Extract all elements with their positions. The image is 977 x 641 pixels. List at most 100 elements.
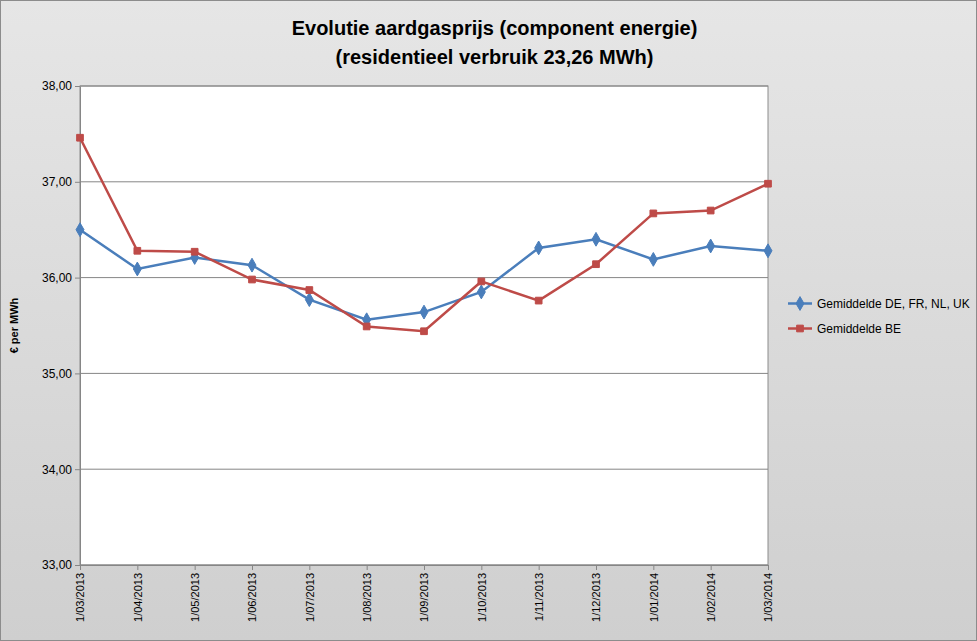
legend: Gemiddelde DE, FR, NL, UK Gemiddelde BE [788, 297, 970, 336]
plot: 33,0034,0035,0036,0037,0038,001/03/20131… [42, 79, 774, 622]
tick: 1/02/2014 [705, 565, 717, 622]
legend-marker [796, 297, 804, 311]
point [77, 134, 84, 141]
tick: 36,00 [42, 271, 80, 285]
tick-mark [75, 182, 80, 183]
point [134, 247, 141, 254]
tick-label: 1/03/2014 [762, 573, 774, 622]
plot-area [80, 86, 768, 565]
tick-mark [539, 565, 540, 570]
point [477, 285, 485, 299]
point [593, 261, 600, 268]
point [76, 223, 84, 237]
tick-label: 1/07/2013 [304, 573, 316, 622]
grid-line [80, 86, 768, 87]
subtitle: (residentieel verbruik 23,26 MWh) [336, 46, 654, 68]
grid-line [80, 277, 768, 278]
tick: 1/05/2013 [189, 565, 201, 622]
point [421, 328, 428, 335]
tick: 1/06/2013 [246, 565, 258, 622]
chart: 33,0034,0035,0036,0037,0038,001/03/20131… [0, 0, 977, 641]
y-axis: 33,00 34,00 35,00 36,00 37,00 38,00 [42, 79, 81, 572]
tick: 1/04/2013 [132, 565, 144, 622]
tick-label: 1/11/2013 [533, 573, 545, 621]
legend-item: Gemiddelde BE [788, 322, 901, 336]
series-line [80, 138, 768, 332]
point [649, 252, 657, 266]
point [248, 258, 256, 272]
point [535, 241, 543, 255]
x-axis: 1/03/2013 1/04/2013 1/05/2013 1/06/2013 1/07… [74, 565, 774, 622]
grid-line [80, 469, 768, 470]
tick-mark [75, 565, 80, 566]
grid [80, 86, 768, 565]
tick-mark [711, 565, 712, 570]
tick-label: 36,00 [42, 271, 72, 285]
tick-mark [75, 86, 80, 87]
tick-label: 1/12/2013 [590, 573, 602, 622]
legend-marker [797, 325, 804, 332]
tick: 38,00 [42, 79, 80, 93]
tick: 1/09/2013 [418, 565, 430, 622]
point [764, 244, 772, 258]
tick-mark [367, 565, 368, 570]
tick: 35,00 [42, 367, 80, 381]
tick: 33,00 [42, 558, 80, 572]
tick-label: 1/04/2013 [132, 573, 144, 622]
legend-label: Gemiddelde DE, FR, NL, UK [817, 297, 970, 311]
tick-mark [195, 565, 196, 570]
point [306, 287, 313, 294]
tick-mark [309, 565, 310, 570]
background [1, 1, 977, 641]
title: Evolutie aardgasprijs (component energie… [292, 17, 698, 39]
tick: 34,00 [42, 463, 80, 477]
tick-label: 1/01/2014 [648, 573, 660, 622]
tick-label: 35,00 [42, 367, 72, 381]
tick-mark [75, 278, 80, 279]
tick-label: 33,00 [42, 558, 72, 572]
tick-label: 1/08/2013 [361, 573, 373, 622]
tick-label: 1/10/2013 [476, 573, 488, 622]
point [133, 262, 141, 276]
tick-label: 1/05/2013 [189, 573, 201, 622]
tick-label: 38,00 [42, 79, 72, 93]
point [363, 323, 370, 330]
tick-mark [596, 565, 597, 570]
point [592, 232, 600, 246]
tick-mark [768, 565, 769, 570]
tick-label: 1/09/2013 [418, 573, 430, 622]
tick-label: 1/06/2013 [246, 573, 258, 622]
tick-label: 34,00 [42, 463, 72, 477]
tick: 1/07/2013 [304, 565, 316, 622]
point [650, 210, 657, 217]
point [478, 278, 485, 285]
tick-mark [481, 565, 482, 570]
y-axis-title: € per MWh [8, 297, 20, 353]
point [707, 239, 715, 253]
tick-label: 1/02/2014 [705, 573, 717, 622]
tick-mark [137, 565, 138, 570]
tick-mark [80, 565, 81, 570]
legend-label: Gemiddelde BE [817, 322, 901, 336]
tick-mark [424, 565, 425, 570]
tick-mark [252, 565, 253, 570]
legend-item: Gemiddelde DE, FR, NL, UK [788, 297, 970, 311]
tick-mark [653, 565, 654, 570]
tick-mark [75, 469, 80, 470]
point [420, 305, 428, 319]
tick: 37,00 [42, 175, 80, 189]
tick-mark [75, 373, 80, 374]
tick: 1/08/2013 [361, 565, 373, 622]
tick: 1/03/2014 [762, 565, 774, 622]
series-group [76, 134, 772, 334]
axis-line [80, 87, 81, 566]
point [249, 276, 256, 283]
point [535, 297, 542, 304]
tick-label: 1/03/2013 [74, 573, 86, 622]
point [707, 207, 714, 214]
point [305, 293, 313, 307]
grid-line [80, 373, 768, 374]
point [765, 180, 772, 187]
tick: 1/03/2013 [74, 565, 86, 622]
tick: 1/01/2014 [648, 565, 660, 622]
